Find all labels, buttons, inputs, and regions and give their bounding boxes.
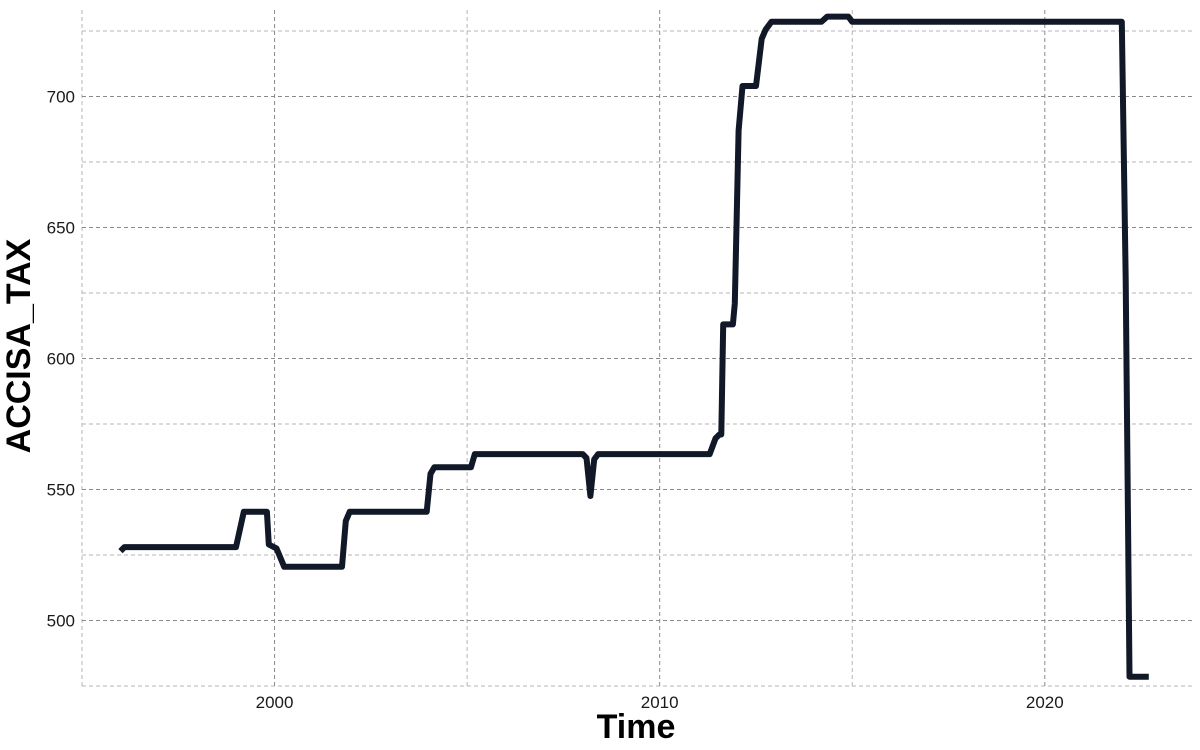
- x-axis-title: Time: [597, 708, 676, 746]
- x-tick-label: 2010: [641, 693, 679, 712]
- y-tick-label: 550: [47, 480, 75, 499]
- y-tick-label: 650: [47, 218, 75, 237]
- series-layer: [118, 13, 1149, 680]
- grid-lines: [81, 10, 1195, 687]
- y-axis-title: ACCISA_TAX: [0, 238, 38, 453]
- series-line: [118, 13, 1149, 680]
- y-tick-label: 500: [47, 611, 75, 630]
- y-tick-label: 600: [47, 349, 75, 368]
- tick-labels: 2000 2010 2020 500 550 600 650 700: [47, 87, 1064, 712]
- y-tick-label: 700: [47, 87, 75, 106]
- x-tick-label: 2000: [256, 693, 294, 712]
- x-tick-label: 2020: [1026, 693, 1064, 712]
